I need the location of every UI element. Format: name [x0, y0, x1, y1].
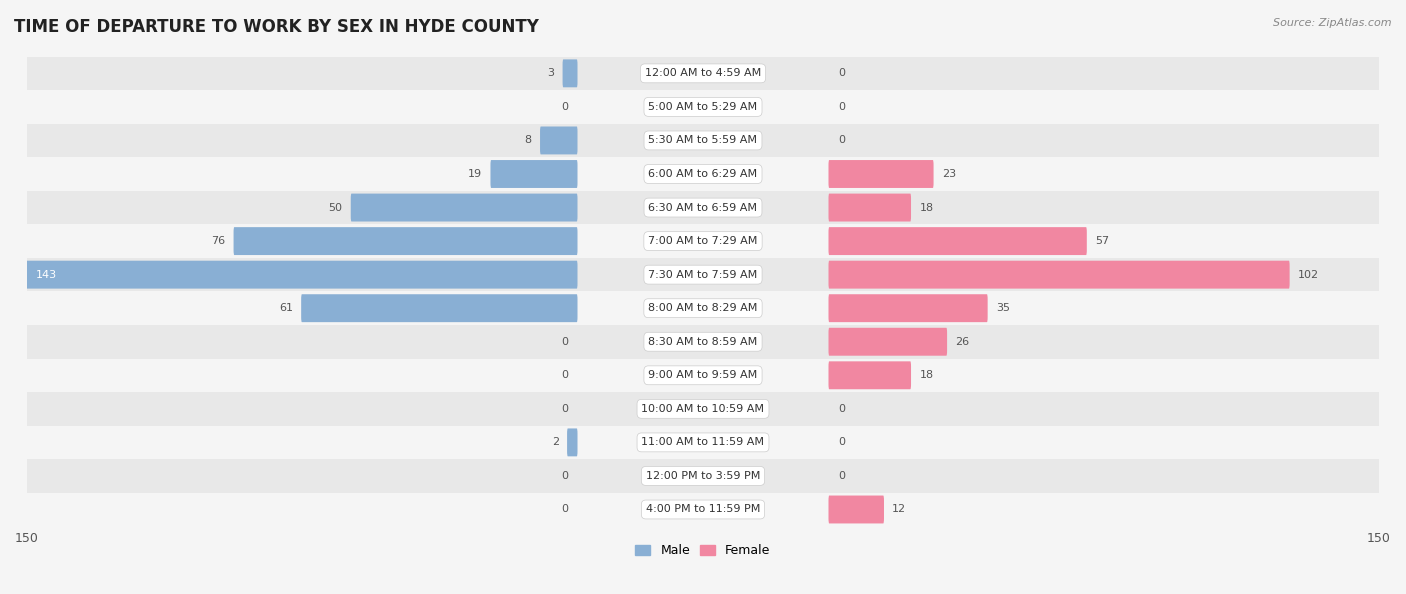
Bar — [27, 157, 1379, 191]
Text: 12: 12 — [893, 504, 907, 514]
Text: 61: 61 — [278, 303, 292, 313]
FancyBboxPatch shape — [491, 160, 578, 188]
Text: 23: 23 — [942, 169, 956, 179]
Text: 6:00 AM to 6:29 AM: 6:00 AM to 6:29 AM — [648, 169, 758, 179]
Text: 4:00 PM to 11:59 PM: 4:00 PM to 11:59 PM — [645, 504, 761, 514]
Text: 6:30 AM to 6:59 AM: 6:30 AM to 6:59 AM — [648, 203, 758, 213]
Text: 0: 0 — [838, 135, 845, 146]
Bar — [27, 359, 1379, 392]
Text: Source: ZipAtlas.com: Source: ZipAtlas.com — [1274, 18, 1392, 28]
Bar — [27, 459, 1379, 492]
Text: 8:00 AM to 8:29 AM: 8:00 AM to 8:29 AM — [648, 303, 758, 313]
Text: 0: 0 — [838, 471, 845, 481]
FancyBboxPatch shape — [301, 294, 578, 322]
FancyBboxPatch shape — [828, 495, 884, 523]
Text: 143: 143 — [37, 270, 58, 280]
Text: 18: 18 — [920, 370, 934, 380]
Text: 0: 0 — [838, 68, 845, 78]
FancyBboxPatch shape — [828, 294, 987, 322]
FancyBboxPatch shape — [828, 328, 948, 356]
Text: 0: 0 — [838, 404, 845, 414]
Text: 57: 57 — [1095, 236, 1109, 246]
Text: 9:00 AM to 9:59 AM: 9:00 AM to 9:59 AM — [648, 370, 758, 380]
Text: 7:30 AM to 7:59 AM: 7:30 AM to 7:59 AM — [648, 270, 758, 280]
FancyBboxPatch shape — [567, 428, 578, 456]
FancyBboxPatch shape — [828, 160, 934, 188]
Bar — [27, 225, 1379, 258]
FancyBboxPatch shape — [0, 261, 578, 289]
Bar — [27, 392, 1379, 426]
Bar — [27, 325, 1379, 359]
Text: 19: 19 — [468, 169, 482, 179]
Text: 0: 0 — [561, 102, 568, 112]
Text: 5:00 AM to 5:29 AM: 5:00 AM to 5:29 AM — [648, 102, 758, 112]
Text: 0: 0 — [838, 437, 845, 447]
Text: 8:30 AM to 8:59 AM: 8:30 AM to 8:59 AM — [648, 337, 758, 347]
Bar — [27, 124, 1379, 157]
Text: 35: 35 — [995, 303, 1010, 313]
Text: 5:30 AM to 5:59 AM: 5:30 AM to 5:59 AM — [648, 135, 758, 146]
Text: 11:00 AM to 11:59 AM: 11:00 AM to 11:59 AM — [641, 437, 765, 447]
Text: 26: 26 — [956, 337, 970, 347]
FancyBboxPatch shape — [350, 194, 578, 222]
Text: 50: 50 — [329, 203, 343, 213]
Text: 3: 3 — [547, 68, 554, 78]
Bar — [27, 90, 1379, 124]
Bar — [27, 191, 1379, 225]
Text: 102: 102 — [1298, 270, 1319, 280]
FancyBboxPatch shape — [828, 261, 1289, 289]
Text: 8: 8 — [524, 135, 531, 146]
Bar — [27, 492, 1379, 526]
Text: 12:00 AM to 4:59 AM: 12:00 AM to 4:59 AM — [645, 68, 761, 78]
Text: 76: 76 — [211, 236, 225, 246]
Legend: Male, Female: Male, Female — [630, 539, 776, 563]
FancyBboxPatch shape — [828, 194, 911, 222]
FancyBboxPatch shape — [828, 361, 911, 389]
Text: 2: 2 — [551, 437, 558, 447]
Text: 0: 0 — [561, 370, 568, 380]
Text: TIME OF DEPARTURE TO WORK BY SEX IN HYDE COUNTY: TIME OF DEPARTURE TO WORK BY SEX IN HYDE… — [14, 18, 538, 36]
Text: 0: 0 — [561, 504, 568, 514]
FancyBboxPatch shape — [828, 227, 1087, 255]
Text: 12:00 PM to 3:59 PM: 12:00 PM to 3:59 PM — [645, 471, 761, 481]
FancyBboxPatch shape — [540, 127, 578, 154]
Text: 10:00 AM to 10:59 AM: 10:00 AM to 10:59 AM — [641, 404, 765, 414]
FancyBboxPatch shape — [562, 59, 578, 87]
Text: 7:00 AM to 7:29 AM: 7:00 AM to 7:29 AM — [648, 236, 758, 246]
Text: 0: 0 — [838, 102, 845, 112]
Text: 0: 0 — [561, 404, 568, 414]
Text: 0: 0 — [561, 471, 568, 481]
FancyBboxPatch shape — [233, 227, 578, 255]
Bar — [27, 258, 1379, 292]
Bar — [27, 426, 1379, 459]
Bar — [27, 56, 1379, 90]
Bar — [27, 292, 1379, 325]
Text: 0: 0 — [561, 337, 568, 347]
Text: 18: 18 — [920, 203, 934, 213]
